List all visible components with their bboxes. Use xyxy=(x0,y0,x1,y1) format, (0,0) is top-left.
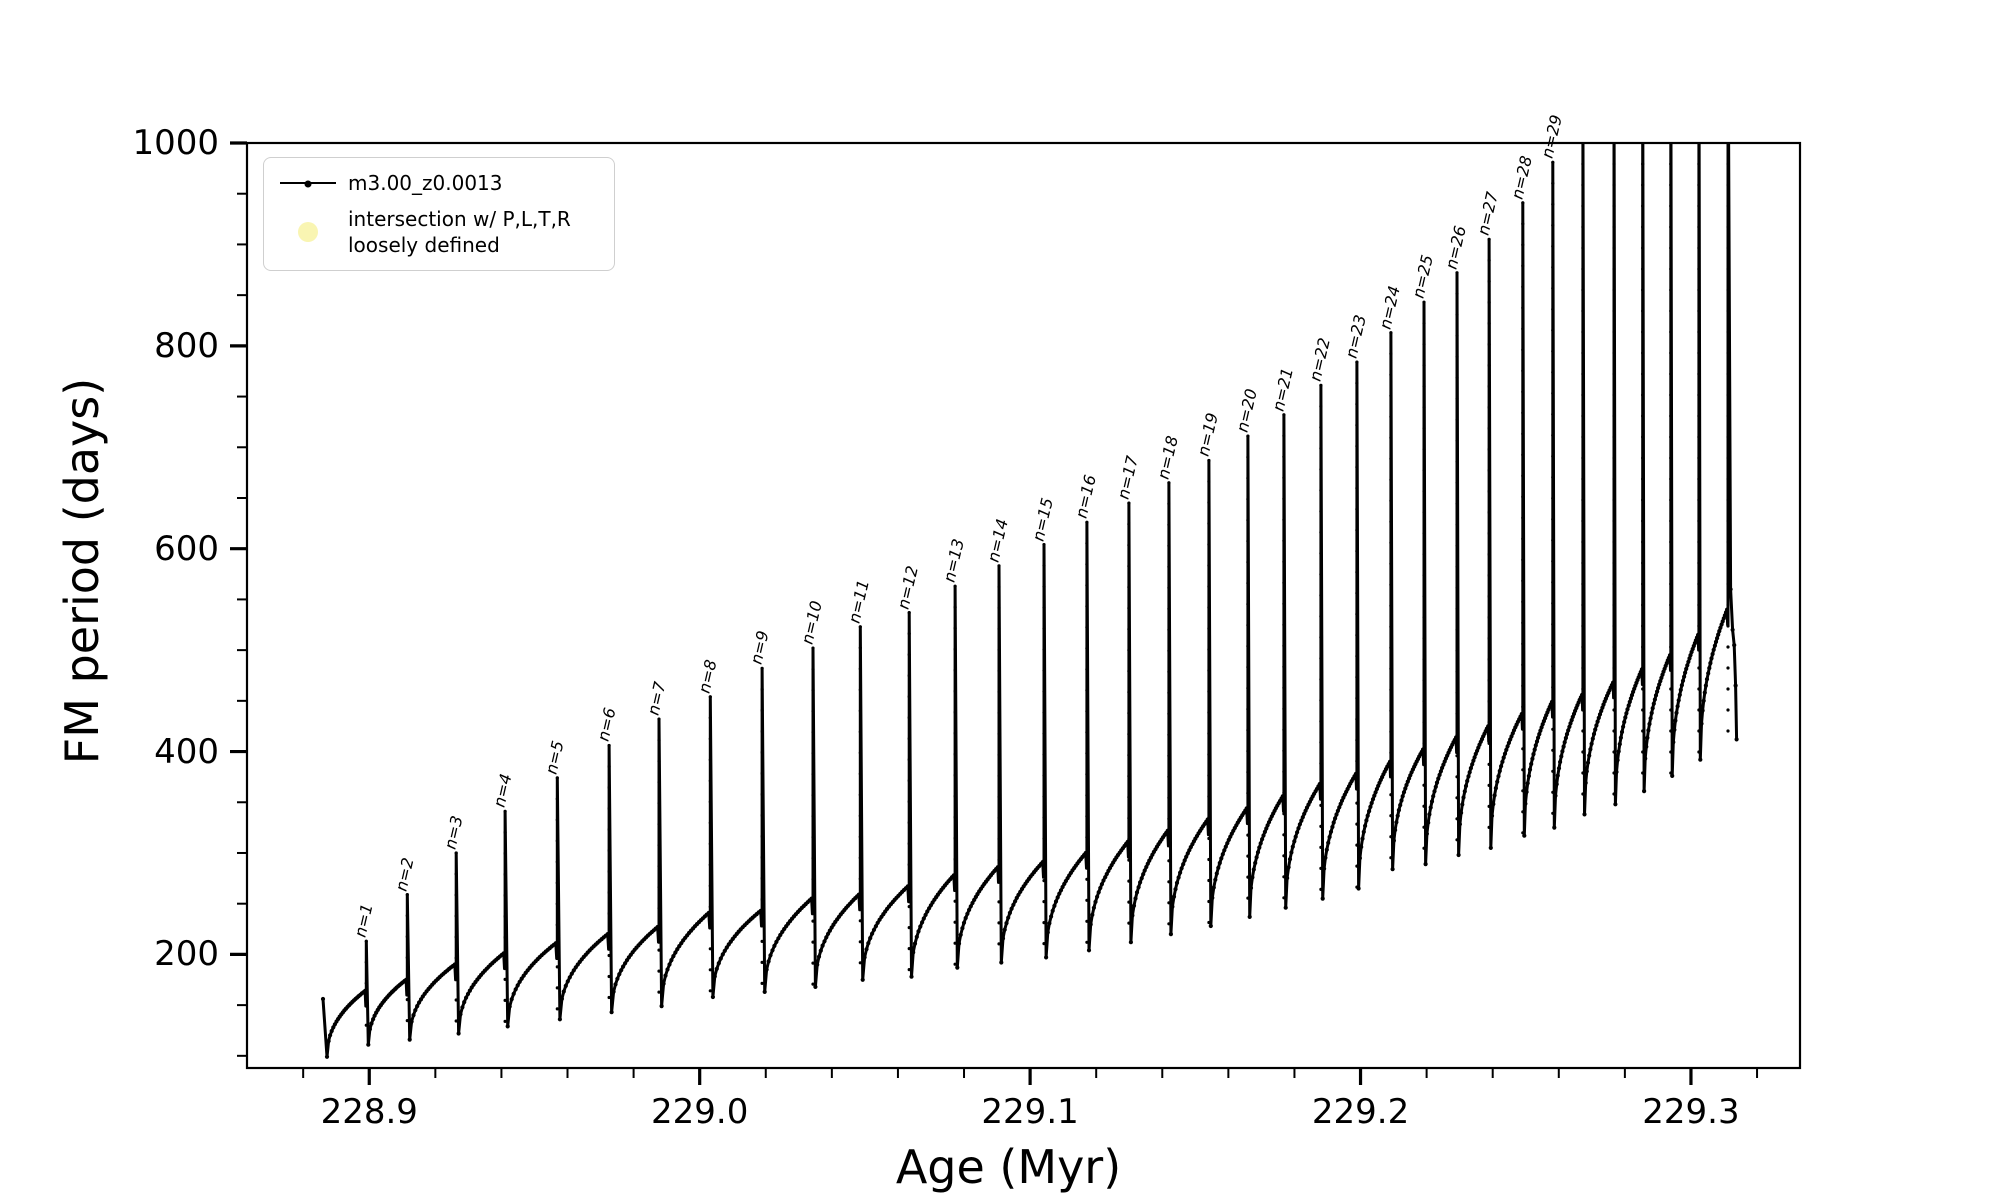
legend: m3.00_z0.0013 intersection w/ P,L,T,R lo… xyxy=(263,157,615,271)
ticks-group xyxy=(230,141,1759,1085)
legend-line-marker xyxy=(276,180,340,188)
y-tick-label: 400 xyxy=(154,731,219,772)
legend-intersection-label: intersection w/ P,L,T,R loosely defined xyxy=(340,206,571,258)
y-tick-label: 1000 xyxy=(132,123,219,163)
legend-intersection-line2: loosely defined xyxy=(348,233,500,257)
y-tick-label: 200 xyxy=(154,934,219,975)
legend-item-series: m3.00_z0.0013 xyxy=(276,170,598,196)
x-tick-label: 229.3 xyxy=(1642,1092,1740,1132)
x-tick-label: 229.2 xyxy=(1311,1092,1410,1132)
y-tick-label: 800 xyxy=(154,325,219,366)
legend-item-intersection: intersection w/ P,L,T,R loosely defined xyxy=(276,206,598,258)
y-tick-label: 600 xyxy=(154,528,219,569)
legend-point-icon xyxy=(304,180,312,188)
x-axis-title: Age (Myr) xyxy=(895,1140,1122,1194)
legend-intersection-line1: intersection w/ P,L,T,R xyxy=(348,207,571,231)
x-tick-label: 229.0 xyxy=(651,1092,749,1132)
legend-series-label: m3.00_z0.0013 xyxy=(348,171,503,195)
series-group xyxy=(320,143,1739,1059)
y-axis-title: FM period (days) xyxy=(55,377,109,764)
legend-circle-marker xyxy=(276,222,340,242)
x-tick-label: 228.9 xyxy=(320,1092,418,1132)
axes-frame xyxy=(245,141,1802,1070)
intersection-marker-icon xyxy=(298,222,318,242)
legend-line-icon xyxy=(280,180,336,188)
x-tick-label: 229.1 xyxy=(981,1092,1079,1132)
